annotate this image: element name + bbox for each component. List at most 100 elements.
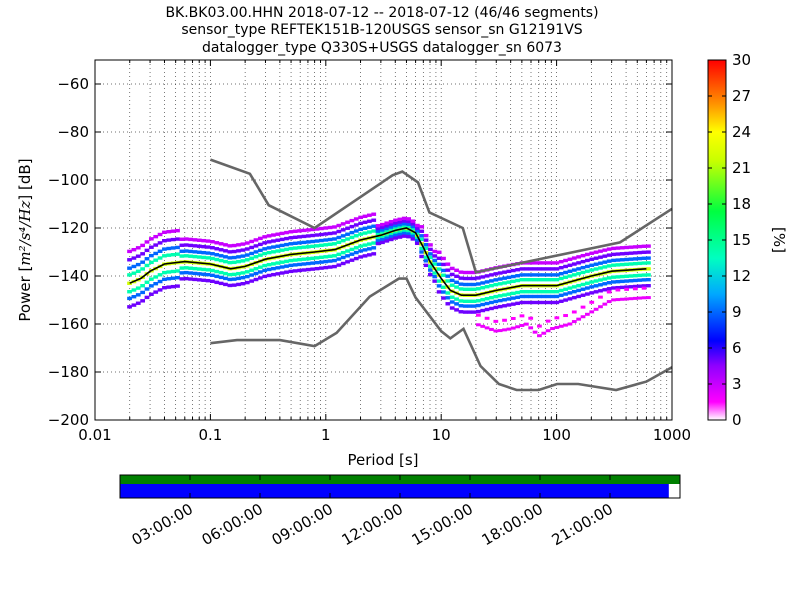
density-cell [432,262,438,266]
density-cell [384,236,390,240]
density-cell [523,278,529,282]
density-cell [380,225,385,229]
density-cell [458,310,464,314]
density-cell [467,287,473,291]
density-cell [563,323,568,327]
density-cell [188,277,193,281]
density-cell [227,244,233,248]
density-cell [358,244,364,248]
density-cell [388,227,394,231]
density-cell [606,281,612,285]
density-cell [384,239,390,243]
density-cell [554,289,560,294]
density-cell [362,248,368,252]
density-cell [519,290,525,294]
density-cell [458,276,464,280]
density-cell [135,269,141,274]
density-cell [641,284,647,288]
density-cell [175,228,180,233]
density-cell [140,284,146,288]
density-cell [305,261,311,266]
density-cell [471,299,477,303]
density-cell [489,279,494,283]
density-cell [144,280,150,284]
density-cell [127,305,132,309]
density-cell [397,220,403,224]
density-cell [388,222,394,227]
density-cell [619,262,625,267]
density-cell [227,256,233,260]
density-cell [401,222,407,226]
density-cell [585,264,590,269]
density-cell [585,292,590,296]
density-cell [515,325,520,329]
density-cell [484,316,490,320]
density-cell [432,258,438,263]
density-cell [257,276,263,280]
density-cell [624,285,630,289]
density-cell [528,294,534,299]
density-cell [144,295,150,300]
density-cell [345,232,350,236]
density-cell [554,325,560,329]
density-cell [218,248,224,252]
density-cell [624,274,630,278]
density-cell [327,242,333,246]
density-cell [489,283,494,288]
density-cell [628,297,634,301]
density-cell [414,229,420,233]
density-cell [284,242,289,247]
density-cell [332,254,337,258]
mean-psd-line [129,227,647,296]
density-cell [244,270,250,274]
density-cell [310,239,316,244]
density-cell [345,260,350,264]
density-cell [628,274,634,278]
density-cell [336,252,342,257]
density-cell [227,250,233,254]
density-cell [310,244,316,249]
density-cell [336,229,342,234]
density-cell [227,277,233,282]
density-cell [580,305,586,309]
density-cell [598,295,603,299]
density-cell [436,250,442,254]
density-cell [510,274,516,279]
density-cell [135,254,141,258]
title-line-2: sensor_type REFTEK151B-120USGS sensor_sn… [181,22,582,38]
density-cell [449,300,455,304]
density-cell [218,270,224,275]
density-cell [249,251,255,256]
density-cell [314,266,320,271]
density-cell [528,300,534,305]
density-cell [140,290,146,295]
density-cell [571,289,577,294]
density-cell [397,232,403,237]
density-cell [349,252,355,256]
colorbar-tick-label: 12 [732,267,751,285]
density-cell [366,230,372,234]
density-cell [606,300,612,304]
density-cell [380,237,385,242]
density-cell [205,245,211,249]
density-cell [423,246,429,250]
density-cell [624,245,630,250]
density-cell [279,243,285,248]
density-cell [606,276,612,280]
density-cell [162,286,167,290]
density-cell [502,270,507,274]
density-cell [589,251,595,255]
density-cell [170,246,176,250]
density-cell [515,290,520,295]
density-cell [353,217,359,221]
density-cell [423,255,429,259]
density-cell [580,270,586,275]
density-cell [602,288,608,292]
density-cell [637,278,643,282]
density-cell [423,263,429,268]
density-cell [537,300,542,305]
density-cell [563,298,568,302]
density-cell [537,273,542,277]
x-axis-label: Period [s] [347,451,418,469]
